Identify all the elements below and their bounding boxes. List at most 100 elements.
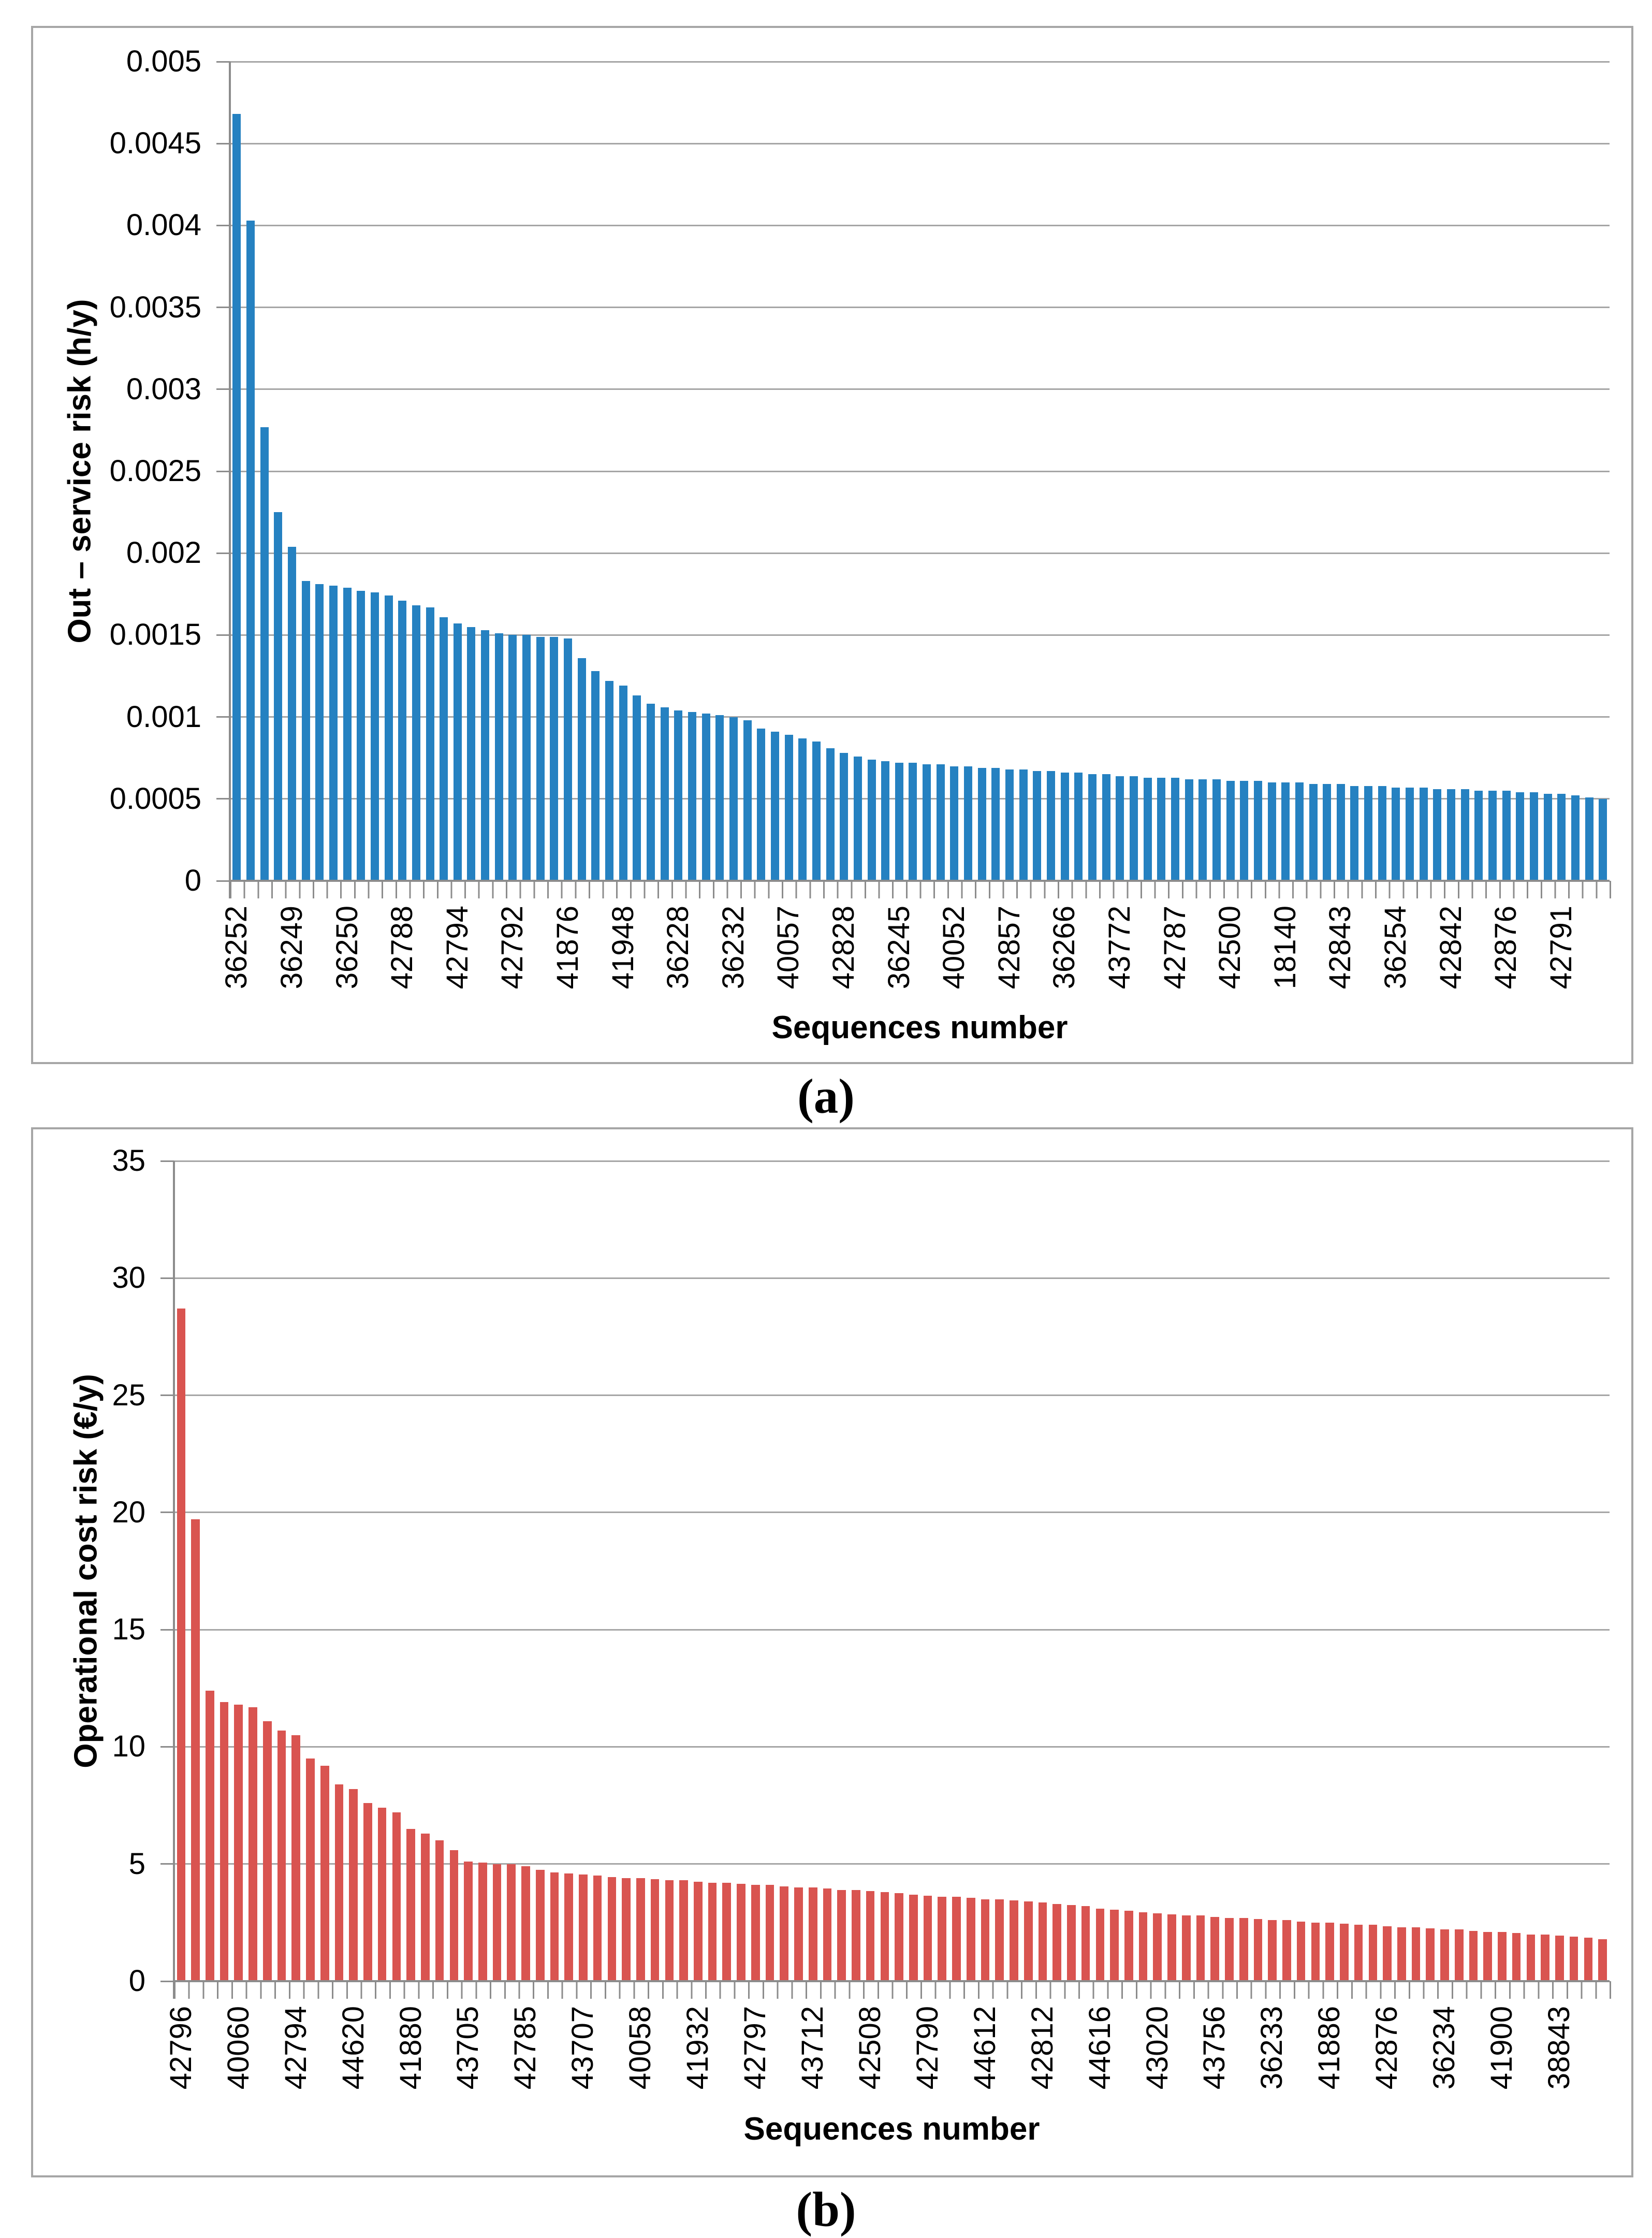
chart-a-caption: (a) bbox=[797, 1069, 855, 1124]
chart-b-x-axis-title: Sequences number bbox=[743, 2111, 1040, 2147]
bar-slot bbox=[1509, 1161, 1524, 1981]
y-tick-label: 0 bbox=[184, 864, 201, 897]
bar bbox=[991, 767, 1000, 881]
bar bbox=[377, 1808, 387, 1981]
bar-slot bbox=[1016, 62, 1030, 881]
bar bbox=[1116, 776, 1124, 881]
y-tick-mark bbox=[216, 307, 230, 309]
gridline bbox=[174, 1160, 1610, 1162]
y-tick-label: 0 bbox=[128, 1964, 145, 1998]
bar-slot bbox=[1596, 1161, 1610, 1981]
bar bbox=[622, 1878, 631, 1981]
x-tick-label: 42785 bbox=[508, 2006, 543, 2090]
bar-slot bbox=[1107, 1161, 1122, 1981]
bar bbox=[306, 1759, 315, 1981]
bar-slot bbox=[447, 1161, 461, 1981]
x-tick-label: 43707 bbox=[566, 2006, 600, 2090]
bar bbox=[701, 714, 710, 881]
x-tick-label: 42791 bbox=[1544, 906, 1578, 990]
bar-series bbox=[230, 62, 1610, 881]
bar bbox=[715, 715, 724, 881]
x-tick-label: 36234 bbox=[1427, 2006, 1461, 2090]
bar-slot bbox=[562, 1161, 576, 1981]
gridline bbox=[174, 1512, 1610, 1514]
bar-slot bbox=[1044, 62, 1058, 881]
bar bbox=[301, 581, 310, 881]
y-tick-label: 0.0015 bbox=[109, 618, 201, 652]
bar-slot bbox=[792, 1161, 806, 1981]
bar bbox=[1426, 1928, 1435, 1981]
bar bbox=[1378, 786, 1386, 881]
bar bbox=[895, 1893, 903, 1981]
bar-slot bbox=[1121, 1161, 1136, 1981]
bar-slot bbox=[1582, 62, 1596, 881]
bar-slot bbox=[271, 62, 285, 881]
bar bbox=[923, 764, 931, 881]
bar bbox=[619, 686, 627, 881]
y-tick-mark bbox=[216, 552, 230, 554]
bar bbox=[1530, 792, 1538, 881]
x-tick-label: 44612 bbox=[968, 2006, 1002, 2090]
bar-slot bbox=[1334, 62, 1348, 881]
x-tick-label: 40060 bbox=[221, 2006, 255, 2090]
bar bbox=[334, 1784, 344, 1981]
bar-slot bbox=[1154, 62, 1168, 881]
bar-slot bbox=[1486, 62, 1500, 881]
bar bbox=[1226, 781, 1235, 881]
bar bbox=[248, 1707, 257, 1981]
gridline bbox=[230, 470, 1610, 472]
bar bbox=[370, 592, 379, 881]
bar bbox=[291, 1735, 301, 1981]
bar-slot bbox=[1416, 62, 1430, 881]
bar bbox=[1368, 1925, 1378, 1981]
x-tick-label: 42843 bbox=[1323, 906, 1357, 990]
gridline bbox=[230, 716, 1610, 718]
y-tick-label: 30 bbox=[112, 1261, 145, 1295]
x-tick-label: 36254 bbox=[1378, 906, 1412, 990]
bar bbox=[392, 1812, 401, 1981]
bar bbox=[1281, 782, 1290, 881]
bar bbox=[363, 1803, 372, 1981]
bar bbox=[1512, 1933, 1521, 1981]
gridline bbox=[230, 798, 1610, 800]
y-tick-mark bbox=[216, 634, 230, 636]
bar-slot bbox=[1293, 62, 1307, 881]
bar-slot bbox=[835, 1161, 849, 1981]
bar bbox=[507, 1864, 516, 1981]
bar bbox=[977, 767, 986, 881]
bar bbox=[232, 114, 241, 881]
bar bbox=[688, 712, 696, 881]
bar bbox=[234, 1704, 243, 1981]
bar bbox=[384, 595, 393, 881]
bar bbox=[1354, 1925, 1363, 1981]
bar bbox=[1502, 790, 1511, 881]
x-tick-label: 42797 bbox=[738, 2006, 772, 2090]
bar bbox=[1541, 1934, 1549, 1981]
bar-slot bbox=[1495, 1161, 1510, 1981]
chart-b-plot-area: 0 5 10 15 20 25 30 35 42796 40060 42794 44620 41880 4… bbox=[112, 1145, 1611, 2089]
bar-slot bbox=[490, 1161, 504, 1981]
bar-slot bbox=[1050, 1161, 1064, 1981]
bar bbox=[1569, 1937, 1578, 1981]
bar bbox=[1153, 1913, 1162, 1981]
bar-slot bbox=[1541, 62, 1555, 881]
x-tick-label: 43756 bbox=[1197, 2006, 1232, 2090]
bar-slot bbox=[1380, 1161, 1395, 1981]
bar-slot bbox=[1351, 1161, 1366, 1981]
bar bbox=[1340, 1924, 1349, 1981]
bar bbox=[349, 1789, 358, 1981]
bar-slot bbox=[404, 1161, 418, 1981]
bar bbox=[1488, 790, 1497, 881]
bar bbox=[708, 1882, 717, 1981]
x-tick-label: 36232 bbox=[716, 906, 750, 990]
y-axis-line bbox=[229, 62, 231, 898]
bar-slot bbox=[796, 62, 810, 881]
bar bbox=[840, 753, 849, 881]
gridline bbox=[174, 1277, 1610, 1279]
bar bbox=[1584, 1938, 1593, 1981]
bar bbox=[674, 710, 683, 881]
bar-slot bbox=[1251, 1161, 1265, 1981]
bar bbox=[1364, 786, 1373, 881]
y-tick-mark bbox=[160, 1863, 174, 1865]
bar bbox=[577, 658, 586, 881]
